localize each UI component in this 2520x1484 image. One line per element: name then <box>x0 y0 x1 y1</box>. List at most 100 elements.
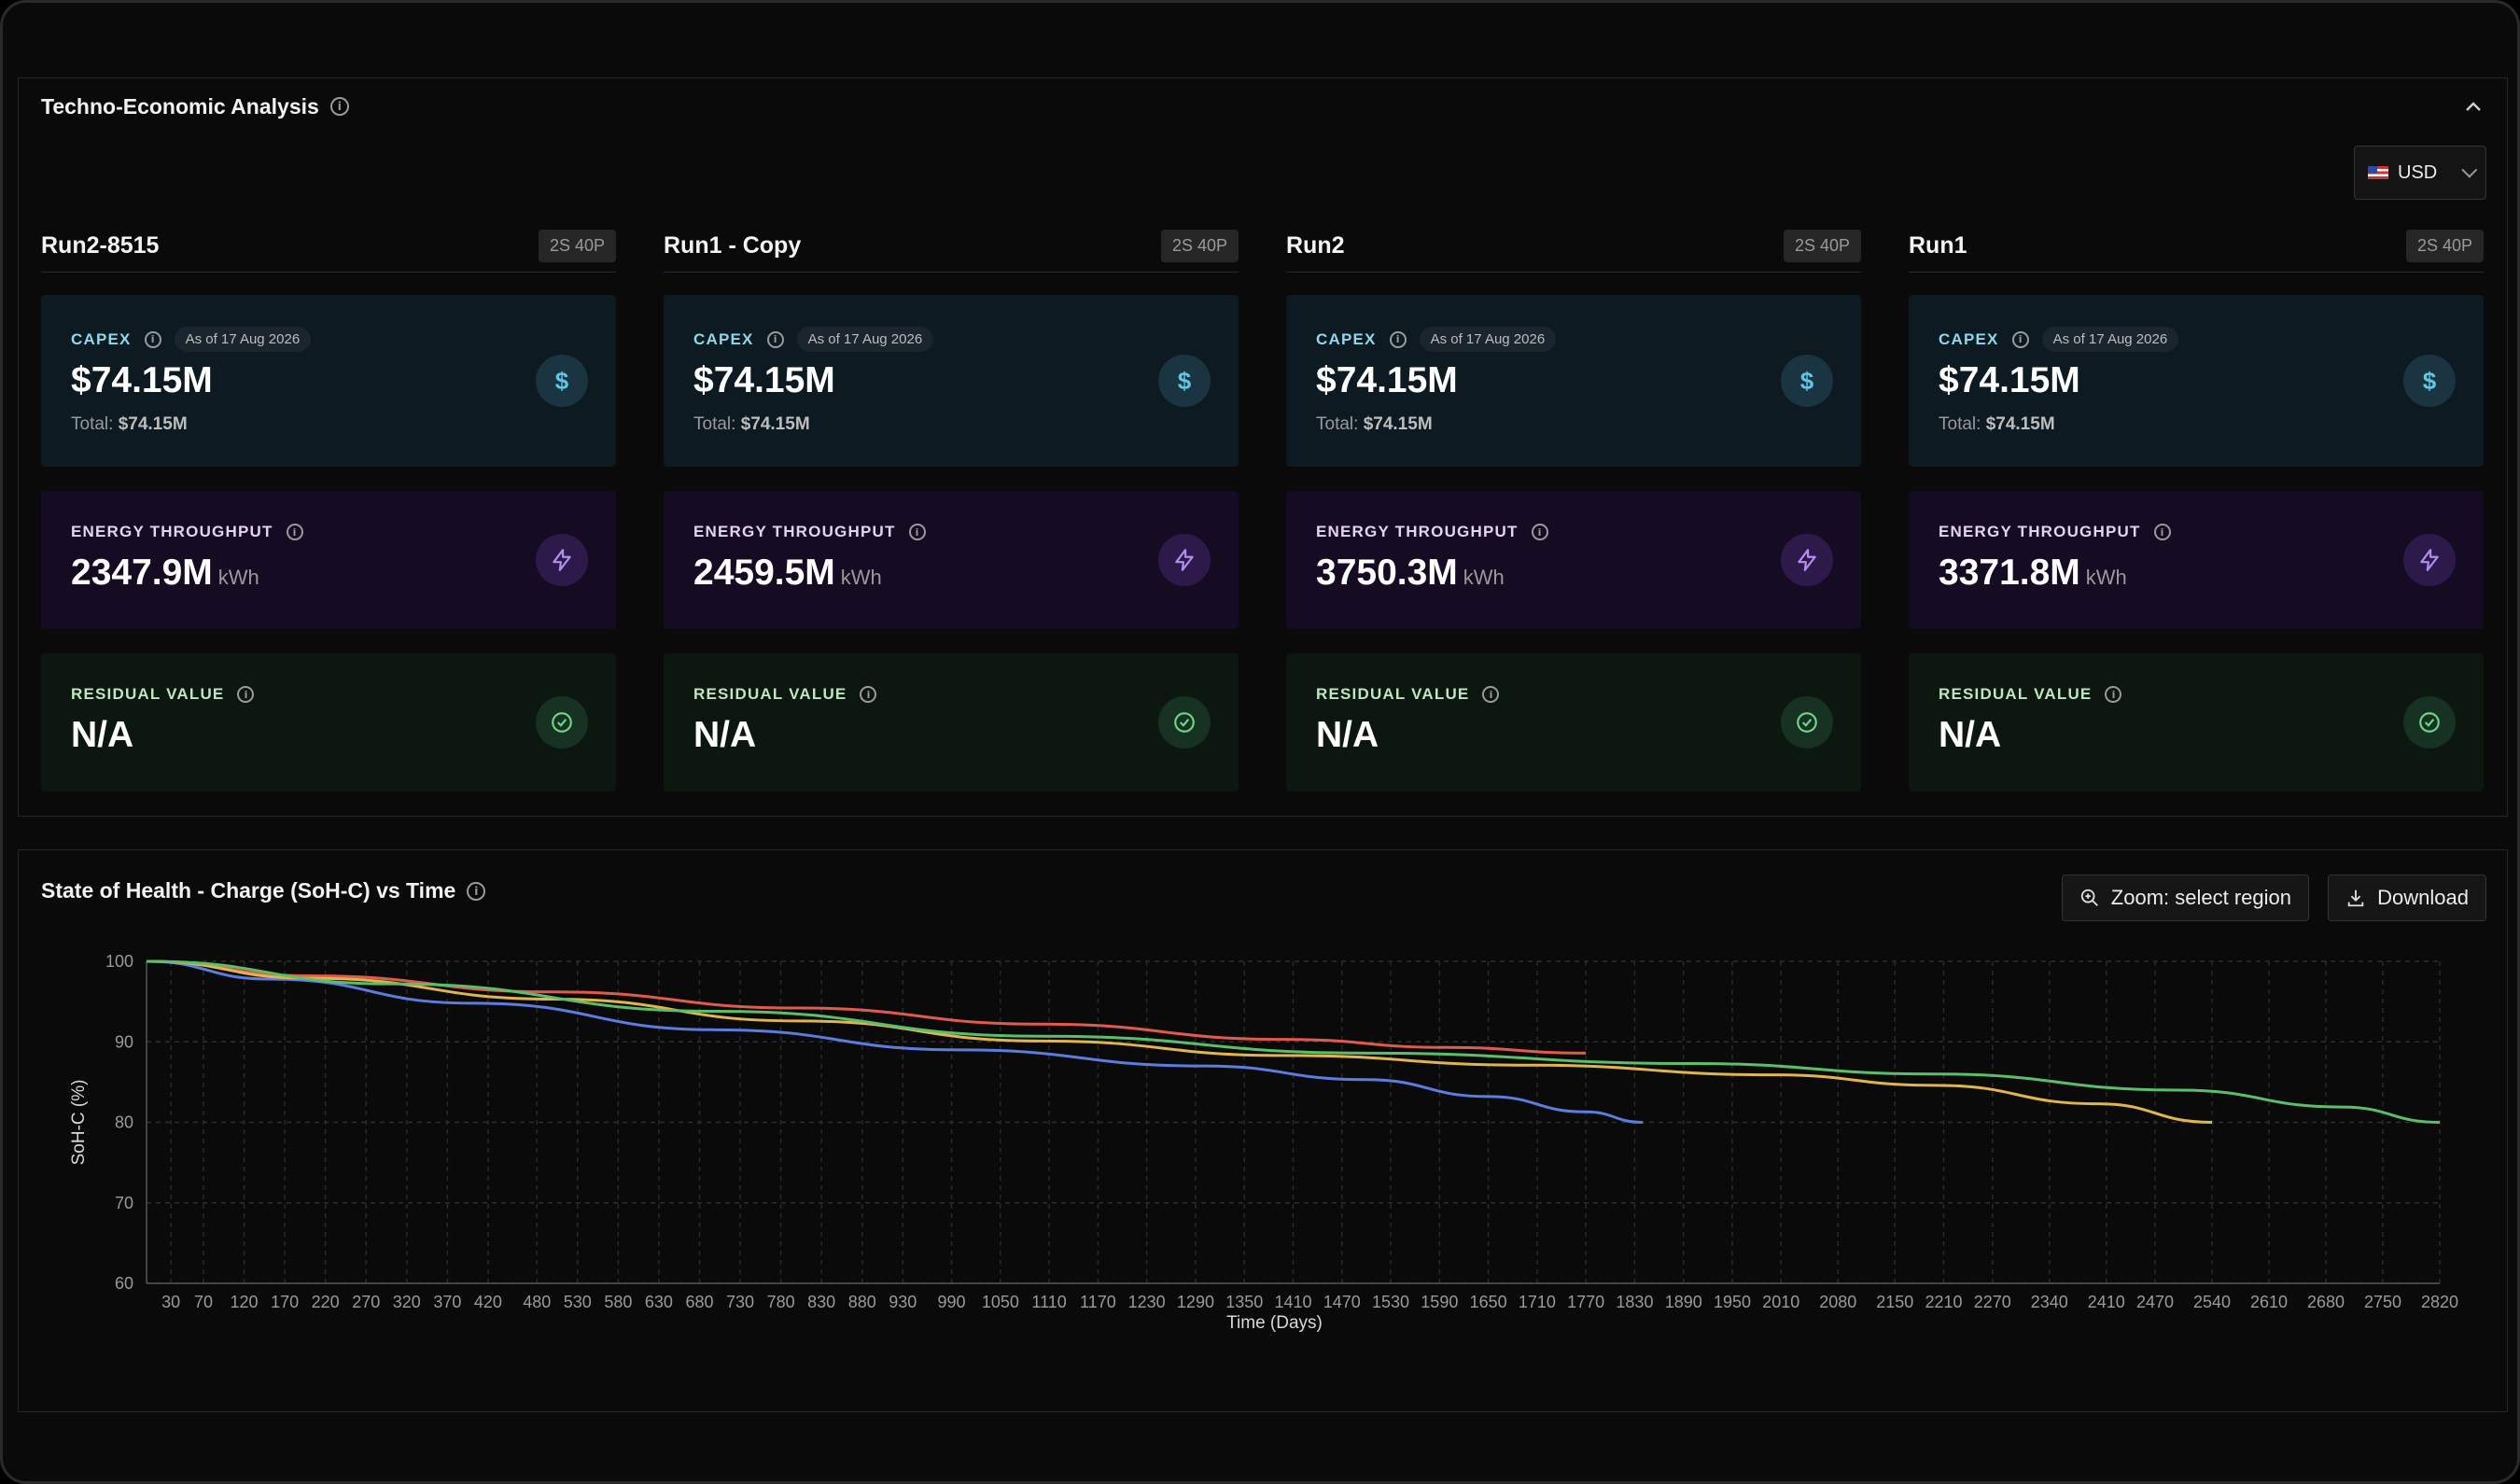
info-icon[interactable]: i <box>1531 524 1548 540</box>
residual-card: RESIDUAL VALUE i N/A <box>664 653 1239 791</box>
run-column: Run1 - Copy 2S 40P CAPEX i As of 17 Aug … <box>664 220 1239 799</box>
run-column: Run1 2S 40P CAPEX i As of 17 Aug 2026 $7… <box>1909 220 2484 799</box>
x-tick-label: 120 <box>231 1293 259 1311</box>
x-tick-label: 1770 <box>1567 1293 1604 1311</box>
capex-label: CAPEX <box>1316 329 1377 348</box>
x-tick-label: 2340 <box>2031 1293 2068 1311</box>
x-tick-label: 370 <box>433 1293 461 1311</box>
residual-value: N/A <box>71 715 134 755</box>
info-icon[interactable]: i <box>2105 686 2122 703</box>
residual-value: N/A <box>693 715 757 755</box>
capex-card: CAPEX i As of 17 Aug 2026 $74.15M Total:… <box>1286 295 1861 467</box>
info-icon[interactable]: i <box>1389 330 1407 348</box>
us-flag-icon <box>2368 166 2388 179</box>
x-tick-label: 930 <box>889 1293 917 1311</box>
energy-label: ENERGY THROUGHPUT <box>693 523 896 540</box>
info-icon[interactable]: i <box>2011 330 2029 348</box>
y-tick-label: 60 <box>115 1274 133 1293</box>
energy-value: 2459.5M kWh <box>693 553 882 593</box>
energy-card: ENERGY THROUGHPUT i 3371.8M kWh <box>1909 491 2484 629</box>
capex-label: CAPEX <box>693 329 754 348</box>
check-circle-icon <box>1158 696 1211 749</box>
x-tick-label: 1530 <box>1372 1293 1409 1311</box>
check-circle-icon <box>1781 696 1833 749</box>
run-header: Run1 - Copy 2S 40P <box>664 220 1239 273</box>
y-tick-label: 100 <box>105 952 133 971</box>
x-tick-label: 1350 <box>1225 1293 1263 1311</box>
x-tick-label: 2150 <box>1876 1293 1913 1311</box>
x-tick-label: 1830 <box>1616 1293 1653 1311</box>
series-line <box>146 959 1644 1124</box>
x-tick-label: 2270 <box>1974 1293 2011 1311</box>
runs-grid: Run2-8515 2S 40P CAPEX i As of 17 Aug 20… <box>41 220 2496 799</box>
dollar-icon: $ <box>536 355 588 407</box>
y-axis-title: SoH-C (%) <box>69 1080 89 1166</box>
info-icon[interactable]: i <box>144 330 161 348</box>
residual-label: RESIDUAL VALUE <box>1939 685 2093 703</box>
x-tick-label: 2750 <box>2364 1293 2401 1311</box>
info-icon[interactable]: i <box>1482 686 1500 703</box>
x-axis-title: Time (Days) <box>1226 1313 1323 1333</box>
info-icon[interactable]: i <box>286 524 303 540</box>
x-tick-label: 1290 <box>1177 1293 1214 1311</box>
x-tick-label: 1890 <box>1665 1293 1702 1311</box>
run-name: Run2-8515 <box>41 232 160 259</box>
capex-value: $74.15M <box>1316 360 1458 400</box>
x-tick-label: 680 <box>685 1293 713 1311</box>
x-tick-label: 2610 <box>2250 1293 2288 1311</box>
capex-value: $74.15M <box>71 360 213 400</box>
y-tick-label: 80 <box>115 1113 133 1132</box>
run-column: Run2 2S 40P CAPEX i As of 17 Aug 2026 $7… <box>1286 220 1861 799</box>
x-tick-label: 480 <box>523 1293 551 1311</box>
y-tick-label: 70 <box>115 1194 133 1212</box>
x-tick-label: 70 <box>194 1293 213 1311</box>
residual-label: RESIDUAL VALUE <box>693 685 847 703</box>
info-icon[interactable]: i <box>908 524 926 540</box>
run-header: Run1 2S 40P <box>1909 220 2484 273</box>
x-tick-label: 780 <box>767 1293 795 1311</box>
x-tick-label: 1410 <box>1274 1293 1311 1311</box>
info-icon[interactable]: i <box>860 686 877 703</box>
zoom-select-region-button[interactable]: Zoom: select region <box>2061 875 2309 921</box>
x-tick-label: 1590 <box>1421 1293 1458 1311</box>
info-icon[interactable]: i <box>467 881 486 901</box>
x-tick-label: 1470 <box>1323 1293 1361 1311</box>
residual-value: N/A <box>1939 715 2002 755</box>
residual-value: N/A <box>1316 715 1379 755</box>
collapse-chevron-icon[interactable] <box>2460 93 2486 119</box>
x-tick-label: 830 <box>807 1293 835 1311</box>
energy-label: ENERGY THROUGHPUT <box>71 523 273 540</box>
residual-card: RESIDUAL VALUE i N/A <box>1909 653 2484 791</box>
config-badge: 2S 40P <box>538 230 616 262</box>
capex-value: $74.15M <box>1939 360 2080 400</box>
soh-line-chart[interactable]: 60 70 80 90 100 30 70 120 170 220 270 320 370 420 480 5… <box>19 850 2509 1413</box>
x-tick-label: 320 <box>393 1293 421 1311</box>
currency-select[interactable]: USD <box>2354 146 2486 200</box>
capex-label: CAPEX <box>1939 329 1999 348</box>
energy-card: ENERGY THROUGHPUT i 3750.3M kWh <box>1286 491 1861 629</box>
energy-value: 3750.3M kWh <box>1316 553 1505 593</box>
techno-economic-panel: Techno-Economic Analysis i USD Run2-8515… <box>18 77 2508 817</box>
run-name: Run1 - Copy <box>664 232 802 259</box>
capex-label: CAPEX <box>71 329 132 348</box>
info-icon[interactable]: i <box>2153 524 2171 540</box>
download-button[interactable]: Download <box>2328 875 2486 921</box>
x-tick-label: 220 <box>312 1293 340 1311</box>
config-badge: 2S 40P <box>1783 230 1861 262</box>
info-icon[interactable]: i <box>766 330 784 348</box>
series-line <box>146 959 2441 1124</box>
capex-total: Total: $74.15M <box>693 414 810 434</box>
residual-label: RESIDUAL VALUE <box>71 685 225 703</box>
zoom-in-icon <box>2080 889 2098 906</box>
run-name: Run2 <box>1286 232 1345 259</box>
lightning-icon <box>2403 534 2456 586</box>
config-badge: 2S 40P <box>1160 230 1239 262</box>
tea-title: Techno-Economic Analysis <box>41 93 319 119</box>
capex-card: CAPEX i As of 17 Aug 2026 $74.15M Total:… <box>664 295 1239 467</box>
info-icon[interactable]: i <box>237 686 255 703</box>
x-tick-label: 1170 <box>1080 1293 1116 1311</box>
series-line <box>146 959 2213 1124</box>
download-label: Download <box>2377 886 2469 909</box>
info-icon[interactable]: i <box>329 97 349 116</box>
series-line <box>146 959 1587 1055</box>
